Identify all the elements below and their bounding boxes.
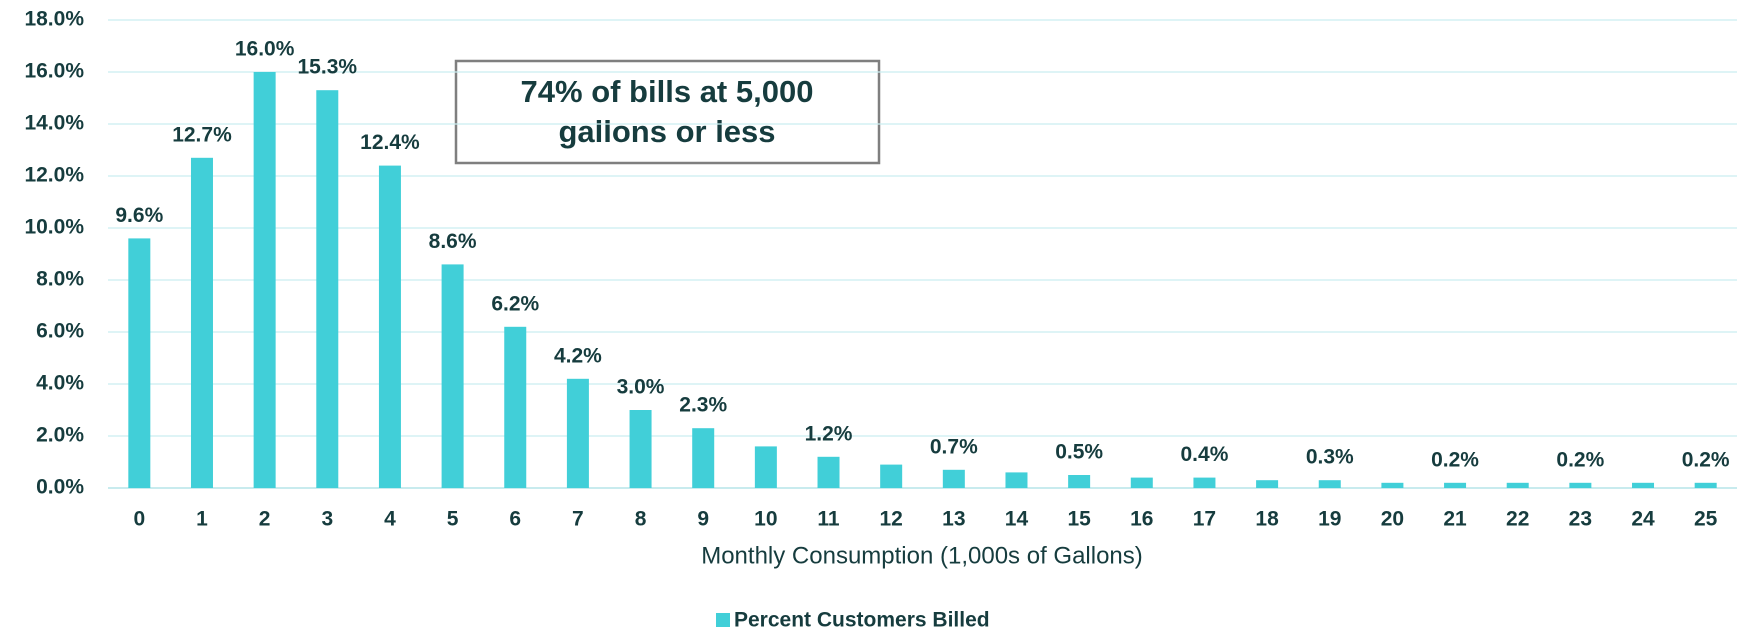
x-tick-label: 3 xyxy=(321,508,333,531)
value-label: 2.3% xyxy=(679,394,727,417)
x-tick-label: 4 xyxy=(384,508,396,531)
y-tick-label: 6.0% xyxy=(36,320,84,343)
bar xyxy=(692,428,715,488)
bar xyxy=(316,90,339,488)
y-tick-label: 2.0% xyxy=(36,424,84,447)
x-tick-label: 13 xyxy=(942,508,965,531)
x-tick-label: 9 xyxy=(697,508,709,531)
legend-swatch xyxy=(716,613,730,627)
bar xyxy=(754,446,777,488)
annotation-box xyxy=(454,59,881,165)
bar xyxy=(1318,480,1341,488)
x-tick-label: 21 xyxy=(1443,508,1467,531)
bar xyxy=(566,378,589,488)
x-tick-label: 1 xyxy=(196,508,208,531)
bar xyxy=(1444,482,1467,488)
x-tick-label: 7 xyxy=(572,508,584,531)
x-tick-label: 6 xyxy=(509,508,521,531)
x-tick-label: 14 xyxy=(1005,508,1029,531)
bar xyxy=(378,165,401,488)
legend-label: Percent Customers Billed xyxy=(734,609,990,632)
y-tick-label: 8.0% xyxy=(36,268,84,291)
bar xyxy=(1193,477,1216,488)
bar xyxy=(190,157,213,489)
bar xyxy=(1381,482,1404,488)
value-label: 0.3% xyxy=(1306,446,1354,469)
value-label: 8.6% xyxy=(429,230,477,253)
value-label: 12.4% xyxy=(360,131,420,154)
x-tick-label: 24 xyxy=(1631,508,1655,531)
value-label: 6.2% xyxy=(491,292,539,315)
x-tick-label: 16 xyxy=(1130,508,1153,531)
y-tick-label: 14.0% xyxy=(24,112,84,135)
x-axis-title: Monthly Consumption (1,000s of Gallons) xyxy=(701,542,1143,569)
x-tick-label: 23 xyxy=(1569,508,1592,531)
value-label: 4.2% xyxy=(554,344,602,367)
annotation: gallons or less xyxy=(558,114,775,149)
value-label: 0.2% xyxy=(1682,448,1730,471)
x-tick-label: 15 xyxy=(1067,508,1091,531)
bar xyxy=(441,264,464,488)
x-tick-label: 18 xyxy=(1255,508,1279,531)
x-tick-label: 8 xyxy=(635,508,647,531)
x-tick-label: 5 xyxy=(447,508,459,531)
x-tick-label: 20 xyxy=(1381,508,1404,531)
x-tick-label: 12 xyxy=(879,508,902,531)
value-label: 16.0% xyxy=(235,38,295,61)
x-tick-label: 19 xyxy=(1318,508,1341,531)
value-label: 0.5% xyxy=(1055,441,1103,464)
x-tick-label: 11 xyxy=(817,508,840,531)
bar xyxy=(880,464,903,488)
y-tick-label: 12.0% xyxy=(24,164,84,187)
x-tick-label: 0 xyxy=(133,508,145,531)
bar xyxy=(1130,477,1153,488)
y-tick-label: 4.0% xyxy=(36,372,84,395)
value-label: 1.2% xyxy=(805,422,853,445)
value-label: 3.0% xyxy=(617,376,665,399)
y-tick-label: 0.0% xyxy=(36,476,84,499)
value-label: 12.7% xyxy=(172,123,232,146)
value-label: 0.7% xyxy=(930,435,978,458)
x-tick-label: 17 xyxy=(1193,508,1216,531)
bar xyxy=(128,238,151,488)
x-tick-label: 10 xyxy=(754,508,777,531)
bar xyxy=(1632,482,1655,488)
x-tick-label: 25 xyxy=(1694,508,1718,531)
bar xyxy=(253,72,276,488)
x-tick-label: 2 xyxy=(259,508,271,531)
bar xyxy=(817,456,840,488)
bar xyxy=(1506,482,1529,488)
value-label: 0.2% xyxy=(1556,448,1604,471)
value-label: 0.4% xyxy=(1181,443,1229,466)
value-label: 15.3% xyxy=(298,56,358,79)
bar xyxy=(1068,475,1091,488)
value-label: 9.6% xyxy=(115,204,163,227)
y-tick-label: 16.0% xyxy=(24,60,84,83)
annotation: 74% of bills at 5,000 xyxy=(521,74,814,109)
y-tick-label: 18.0% xyxy=(24,8,84,31)
y-tick-label: 10.0% xyxy=(24,216,84,239)
bar xyxy=(942,469,965,488)
bar xyxy=(1569,482,1592,488)
value-label: 0.2% xyxy=(1431,448,1479,471)
x-tick-label: 22 xyxy=(1506,508,1529,531)
bar xyxy=(504,326,527,488)
bar xyxy=(629,410,652,488)
bar xyxy=(1256,480,1279,488)
bar xyxy=(1005,472,1028,488)
bar xyxy=(1694,482,1717,488)
